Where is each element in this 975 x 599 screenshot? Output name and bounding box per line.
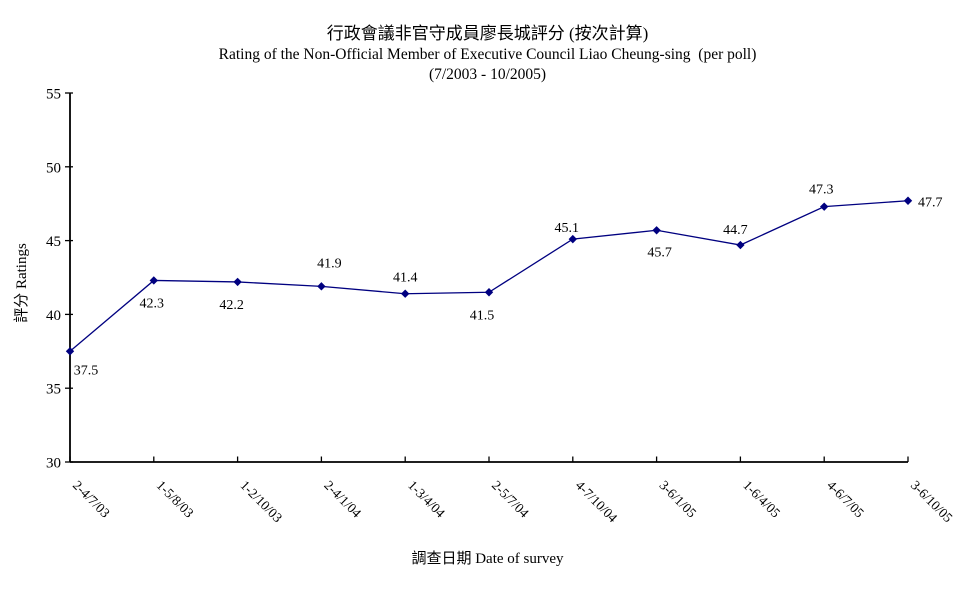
data-label: 47.3 <box>809 183 834 198</box>
data-point-marker <box>820 202 829 211</box>
data-point-marker <box>149 276 158 285</box>
y-tick-label: 35 <box>46 382 61 398</box>
x-tick-label: 3-6/10/05 <box>908 478 956 526</box>
data-point-marker <box>484 288 494 297</box>
data-label: 47.7 <box>918 196 943 211</box>
x-tick-label: 2-5/7/04 <box>489 478 532 521</box>
data-label: 41.5 <box>470 308 495 323</box>
data-point-marker <box>401 289 410 298</box>
x-tick-label: 1-6/4/05 <box>740 478 783 521</box>
chart-title-daterange: (7/2003 - 10/2005) <box>428 66 547 83</box>
data-label: 37.5 <box>74 363 99 378</box>
data-point-marker <box>65 347 75 356</box>
x-tick-label: 2-4/1/04 <box>321 478 364 521</box>
x-tick-label: 4-6/7/05 <box>824 478 867 521</box>
y-tick-label: 45 <box>46 234 61 250</box>
data-label: 45.7 <box>647 245 672 260</box>
data-point-marker <box>317 282 326 291</box>
chart-title-english: Rating of the Non-Official Member of Exe… <box>218 46 757 63</box>
data-label: 41.4 <box>393 271 418 286</box>
y-tick-label: 55 <box>46 87 61 103</box>
data-label: 45.1 <box>555 221 580 236</box>
x-tick-label: 4-7/10/04 <box>573 478 621 526</box>
data-point-marker <box>903 196 913 205</box>
y-tick-label: 40 <box>46 308 61 324</box>
data-label: 42.2 <box>219 298 244 313</box>
data-label: 42.3 <box>140 296 165 311</box>
x-tick-label: 1-3/4/04 <box>405 478 448 521</box>
chart-title-chinese: 行政會議非官守成員廖長城評分 (按次計算) <box>326 24 649 43</box>
data-point-marker <box>736 240 745 250</box>
data-line <box>69 200 909 352</box>
x-tick-label: 1-2/10/03 <box>237 478 285 526</box>
y-tick-label: 50 <box>46 160 61 176</box>
x-tick-label: 3-6/1/05 <box>656 478 699 521</box>
data-label: 41.9 <box>317 256 342 271</box>
x-tick-label: 2-4/7/03 <box>70 478 113 521</box>
y-tick-label: 30 <box>46 456 61 472</box>
data-point-marker <box>568 234 577 244</box>
x-tick-label: 1-5/8/03 <box>154 478 197 521</box>
x-axis-title: 調查日期 Date of survey <box>411 551 564 567</box>
data-point-marker <box>233 277 242 287</box>
data-label: 44.7 <box>723 223 748 238</box>
data-point-marker <box>652 226 661 235</box>
